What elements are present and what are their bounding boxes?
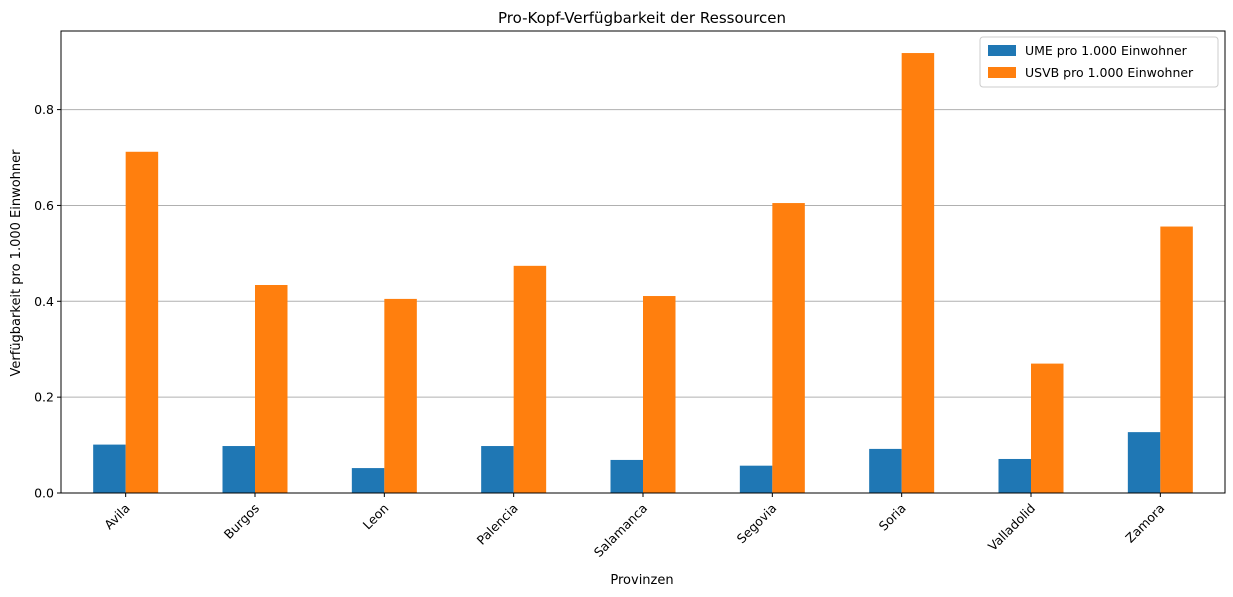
legend-swatch xyxy=(988,45,1016,56)
legend-label: USVB pro 1.000 Einwohner xyxy=(1025,65,1194,80)
bar-ume-leon xyxy=(351,468,385,493)
legend-box xyxy=(979,36,1219,88)
x-tick-label: Soria xyxy=(876,501,909,534)
bars xyxy=(93,53,1193,493)
bar-ume-valladolid xyxy=(998,458,1031,493)
y-tick-label: 0.6 xyxy=(34,198,54,213)
x-tick-label: Salamanca xyxy=(591,501,650,560)
x-tick-label: Segovia xyxy=(734,501,780,547)
y-tick-label: 0.4 xyxy=(34,294,54,309)
bar-ume-soria xyxy=(869,448,902,493)
x-tick-label: Burgos xyxy=(221,501,262,542)
x-tick-label: Palencia xyxy=(474,501,521,548)
bar-usvb-palencia xyxy=(513,265,547,493)
legend: UME pro 1.000 Einwohner USVB pro 1.000 Ei… xyxy=(979,36,1219,88)
legend-label: UME pro 1.000 Einwohner xyxy=(1025,43,1188,58)
legend-swatch xyxy=(988,67,1016,78)
x-tick-label: Valladolid xyxy=(985,501,1038,554)
bar-ume-avila xyxy=(93,444,126,493)
chart-title: Pro-Kopf-Verfügbarkeit der Ressourcen xyxy=(498,9,786,27)
x-tick-label: Zamora xyxy=(1122,501,1167,546)
x-axis-label: Provinzen xyxy=(610,573,673,588)
bar-ume-palencia xyxy=(481,446,514,493)
x-tick-label: Leon xyxy=(360,501,392,533)
y-tick-label: 0.0 xyxy=(34,486,54,501)
bar-ume-zamora xyxy=(1127,432,1161,493)
y-axis-label: Verfügbarkeit pro 1.000 Einwohner xyxy=(9,149,24,377)
y-tick-label: 0.2 xyxy=(34,390,54,405)
bar-ume-segovia xyxy=(739,465,773,493)
y-tick-label: 0.8 xyxy=(34,102,54,117)
bar-ume-salamanca xyxy=(610,459,643,493)
bar-usvb-avila xyxy=(125,151,159,493)
bar-usvb-zamora xyxy=(1160,226,1193,493)
bar-ume-burgos xyxy=(222,446,255,493)
bar-usvb-soria xyxy=(901,53,935,493)
bar-usvb-salamanca xyxy=(643,296,676,493)
bar-usvb-segovia xyxy=(772,203,805,493)
bar-usvb-burgos xyxy=(255,285,288,493)
bar-usvb-leon xyxy=(384,298,417,493)
x-axis: Avila Burgos Leon Palencia Salamanca Segovia S… xyxy=(101,493,1167,560)
bar-usvb-valladolid xyxy=(1031,363,1064,493)
y-axis: 0.0 0.2 0.4 0.6 0.8 xyxy=(34,102,61,501)
x-tick-label: Avila xyxy=(101,501,133,533)
